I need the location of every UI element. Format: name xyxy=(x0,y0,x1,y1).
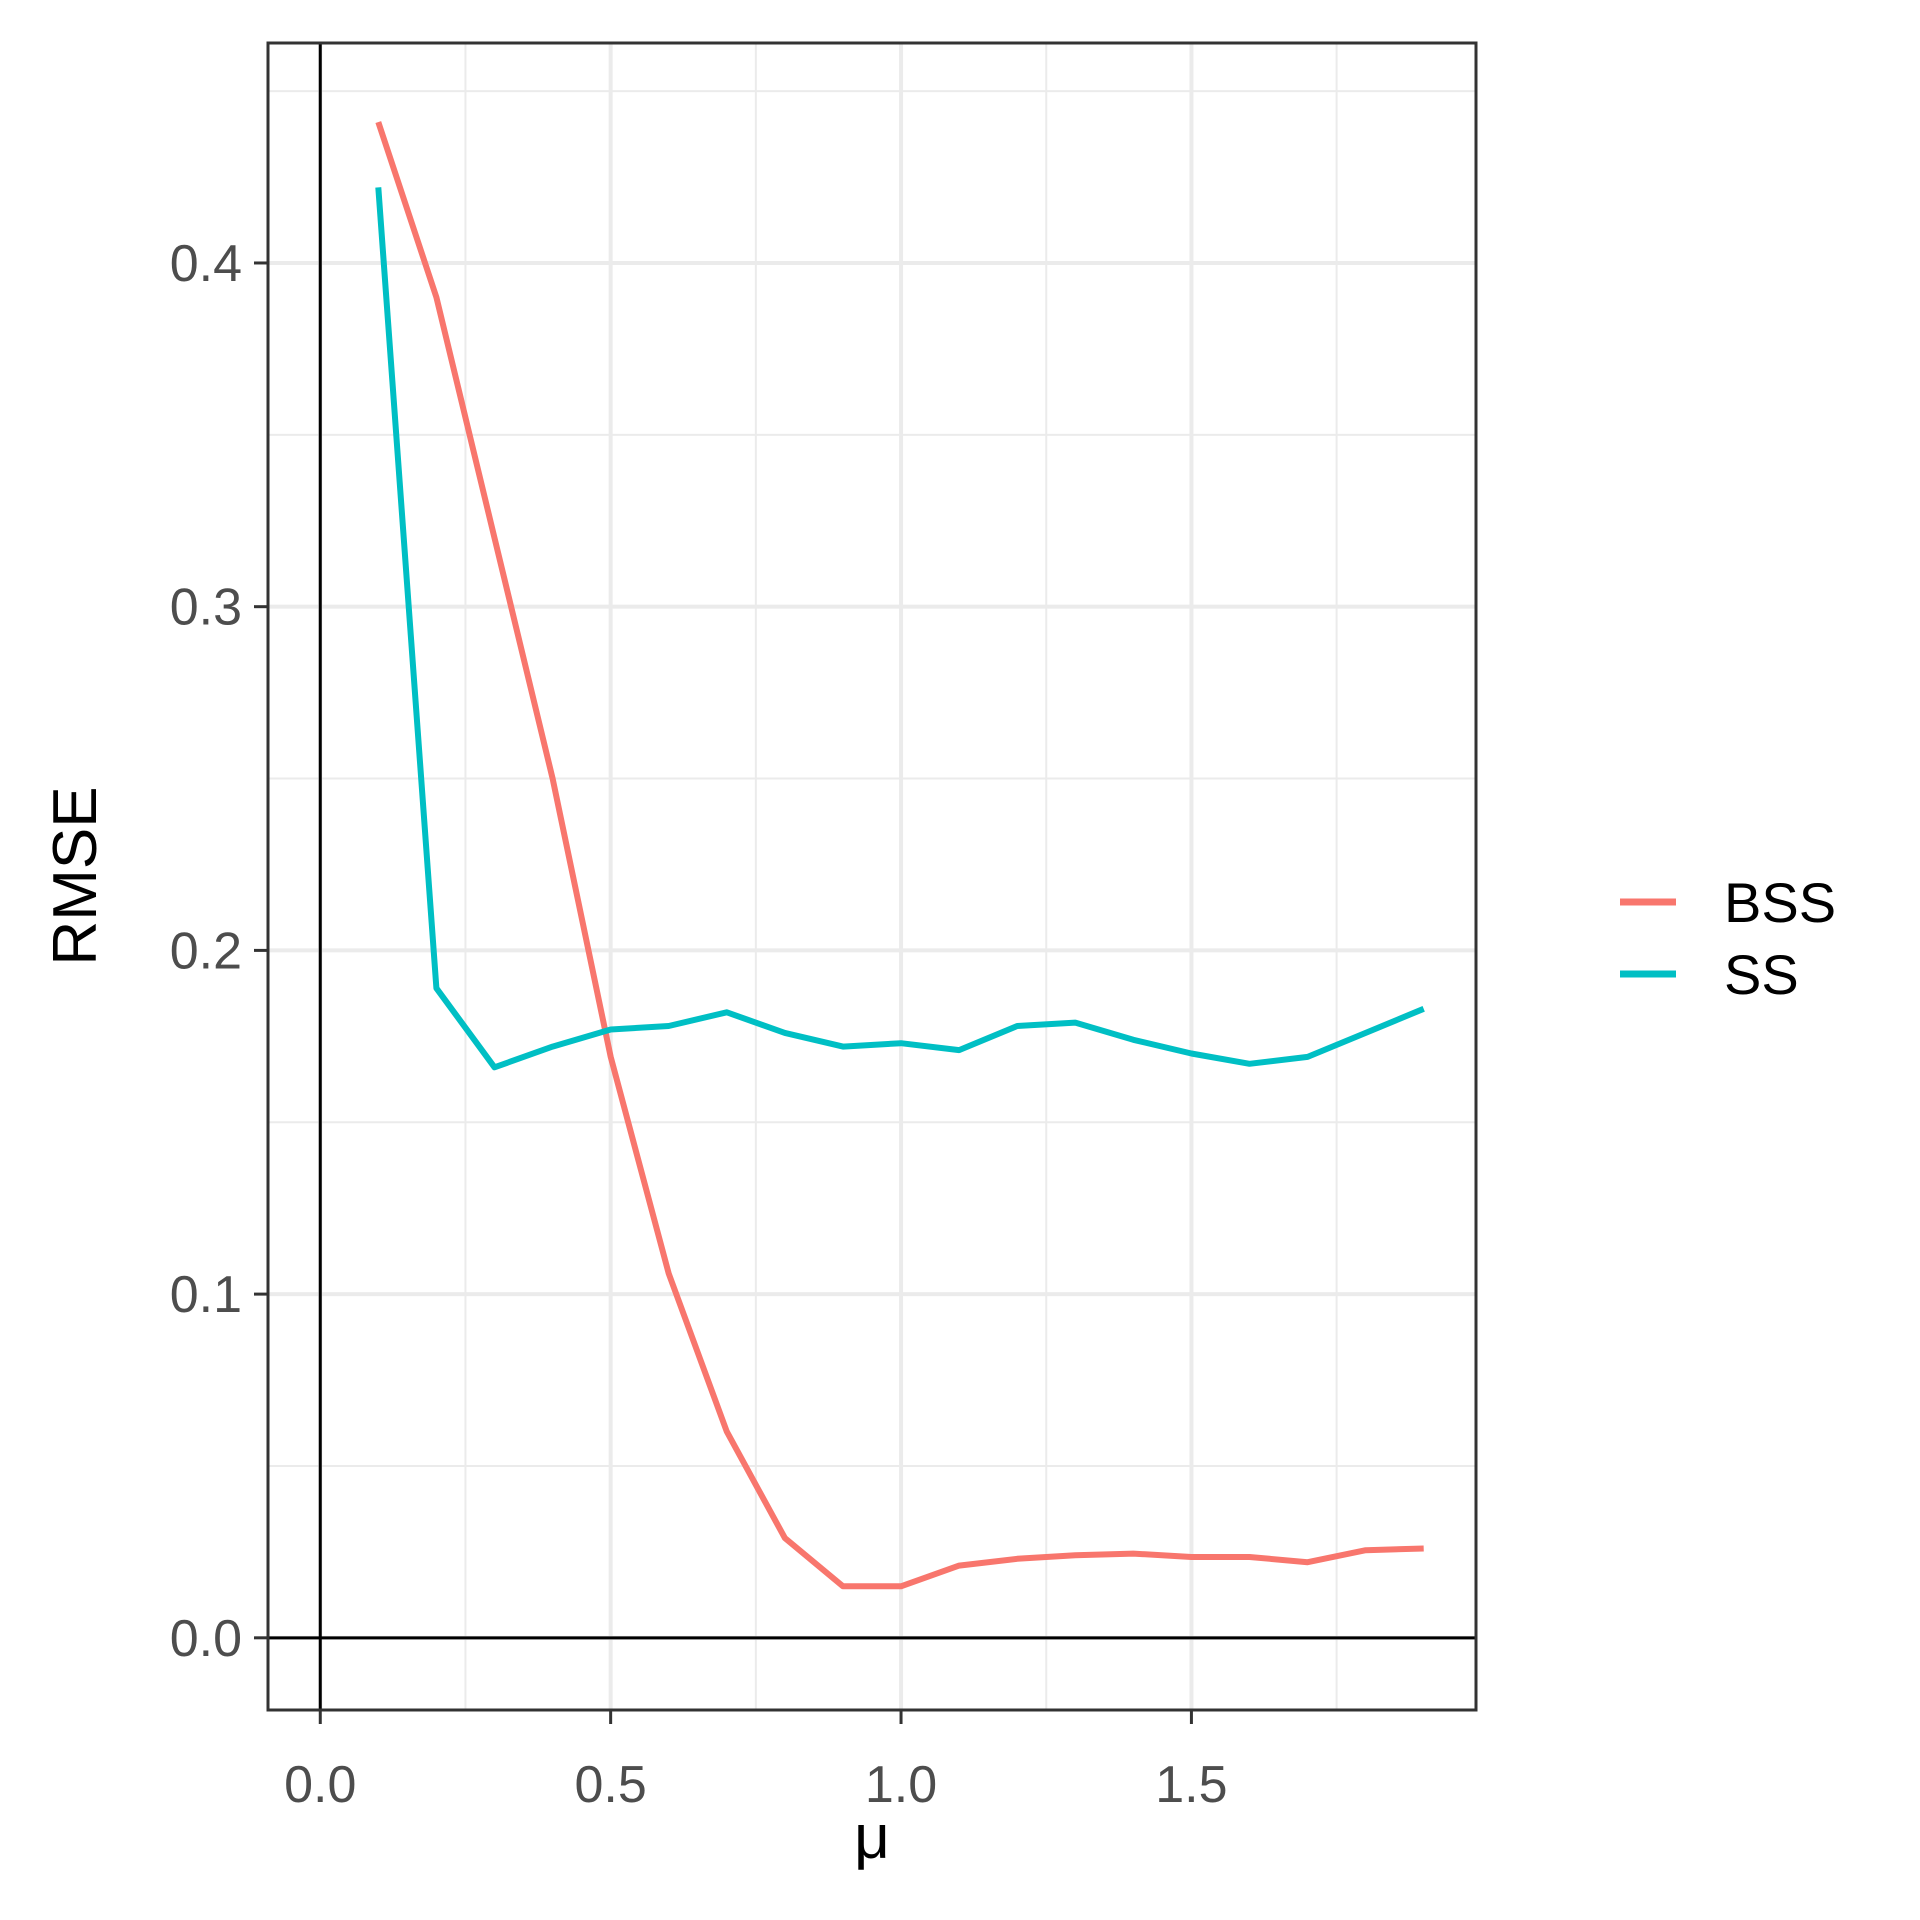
series-line-bss xyxy=(375,121,1424,1590)
series-line-ss xyxy=(375,187,1425,1071)
x-tick-label: 0.5 xyxy=(575,1756,647,1814)
plot-panel xyxy=(268,43,1476,1710)
y-tick-label: 0.2 xyxy=(170,922,242,980)
x-tick-label: 1.5 xyxy=(1155,1756,1227,1814)
y-tick-label: 0.1 xyxy=(170,1266,242,1324)
legend-label-ss: SS xyxy=(1724,943,1799,1006)
legend: BSS SS xyxy=(1620,871,1836,1006)
y-tick-label: 0.3 xyxy=(170,579,242,637)
axes: 0.0 0.5 1.0 1.5 0.0 0.1 0.2 0.3 0.4 xyxy=(170,235,1228,1814)
legend-label-bss: BSS xyxy=(1724,871,1836,934)
y-tick-label: 0.4 xyxy=(170,235,242,293)
series-lines xyxy=(375,121,1425,1590)
reference-lines xyxy=(268,43,1476,1710)
y-tick-label: 0.0 xyxy=(170,1610,242,1668)
x-tick-label: 0.0 xyxy=(284,1756,356,1814)
x-tick-label: 1.0 xyxy=(865,1756,937,1814)
x-axis-title: μ xyxy=(854,1803,890,1872)
y-axis-title: RMSE xyxy=(41,786,110,965)
plot-border xyxy=(266,41,1478,1712)
